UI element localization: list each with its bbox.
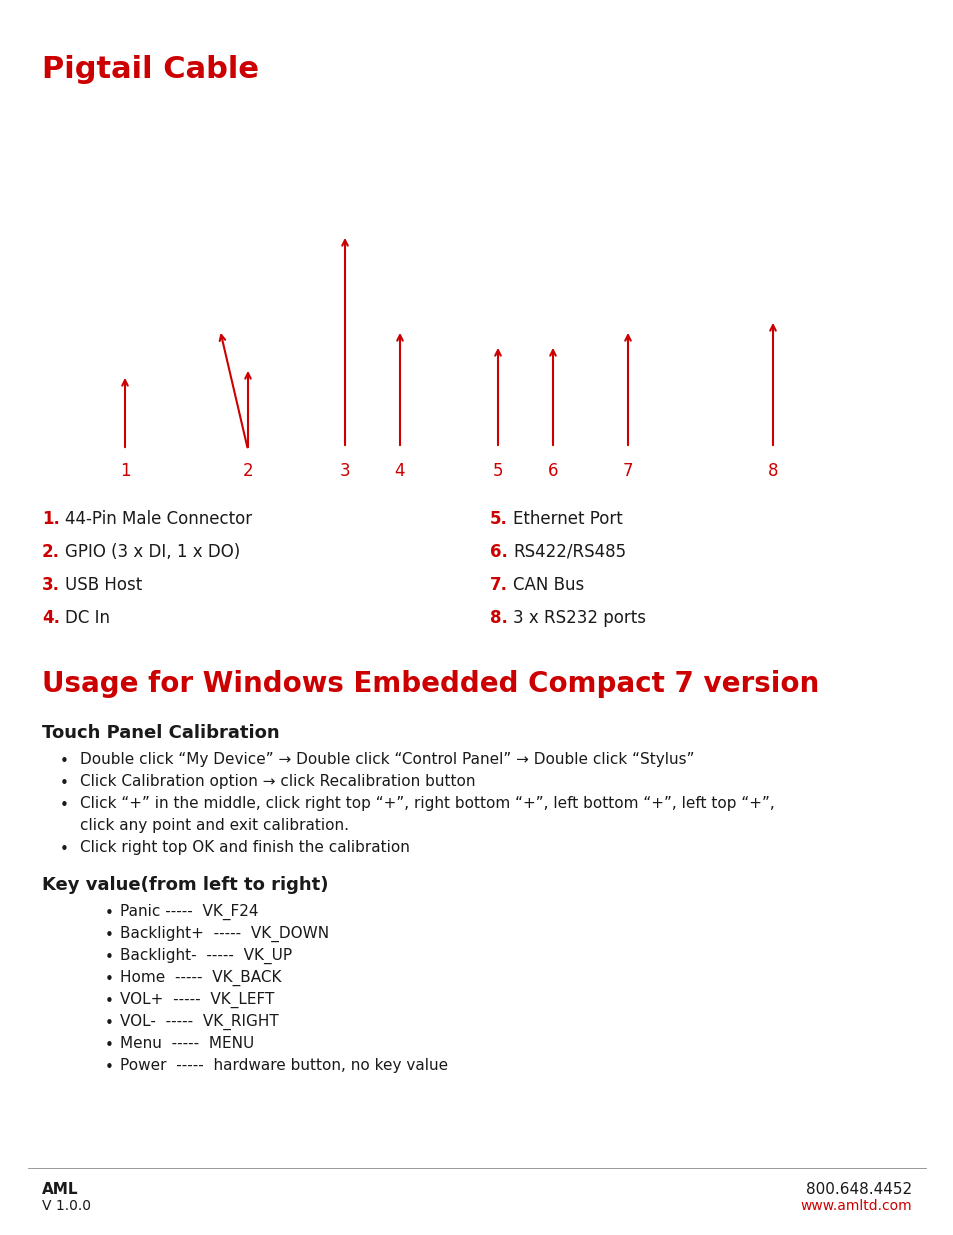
Text: 8.: 8. [490, 609, 507, 627]
Text: Click “+” in the middle, click right top “+”, right bottom “+”, left bottom “+”,: Click “+” in the middle, click right top… [80, 797, 774, 811]
Text: Menu  -----  MENU: Menu ----- MENU [120, 1036, 254, 1051]
Text: Usage for Windows Embedded Compact 7 version: Usage for Windows Embedded Compact 7 ver… [42, 671, 819, 698]
Text: VOL-  -----  VK_RIGHT: VOL- ----- VK_RIGHT [120, 1014, 278, 1030]
Text: •: • [105, 950, 113, 965]
Text: 1.: 1. [42, 510, 60, 529]
Text: •: • [105, 994, 113, 1009]
Text: Click right top OK and finish the calibration: Click right top OK and finish the calibr… [80, 840, 410, 855]
Text: www.amltd.com: www.amltd.com [800, 1199, 911, 1213]
Text: •: • [60, 776, 69, 790]
Text: DC In: DC In [65, 609, 110, 627]
Text: 8: 8 [767, 462, 778, 480]
Text: 3 x RS232 ports: 3 x RS232 ports [513, 609, 645, 627]
Text: 5: 5 [493, 462, 503, 480]
Text: 3: 3 [339, 462, 350, 480]
Text: Touch Panel Calibration: Touch Panel Calibration [42, 724, 279, 742]
FancyBboxPatch shape [30, 90, 923, 459]
Text: RS422/RS485: RS422/RS485 [513, 543, 625, 561]
Text: •: • [105, 906, 113, 921]
Text: 6: 6 [547, 462, 558, 480]
Text: Ethernet Port: Ethernet Port [513, 510, 622, 529]
Text: Click Calibration option → click Recalibration button: Click Calibration option → click Recalib… [80, 774, 475, 789]
Text: 6.: 6. [490, 543, 507, 561]
Text: Pigtail Cable: Pigtail Cable [42, 56, 258, 84]
Text: 3.: 3. [42, 576, 60, 594]
Text: GPIO (3 x DI, 1 x DO): GPIO (3 x DI, 1 x DO) [65, 543, 240, 561]
Text: AML: AML [42, 1182, 78, 1197]
Text: •: • [60, 798, 69, 813]
Text: •: • [105, 927, 113, 944]
Text: 4.: 4. [42, 609, 60, 627]
Text: •: • [60, 842, 69, 857]
Text: Double click “My Device” → Double click “Control Panel” → Double click “Stylus”: Double click “My Device” → Double click … [80, 752, 694, 767]
Text: Backlight+  -----  VK_DOWN: Backlight+ ----- VK_DOWN [120, 926, 329, 942]
Text: USB Host: USB Host [65, 576, 142, 594]
Text: Panic -----  VK_F24: Panic ----- VK_F24 [120, 904, 258, 920]
Text: click any point and exit calibration.: click any point and exit calibration. [80, 818, 349, 832]
Text: 44-Pin Male Connector: 44-Pin Male Connector [65, 510, 252, 529]
Text: 2: 2 [242, 462, 253, 480]
Text: Backlight-  -----  VK_UP: Backlight- ----- VK_UP [120, 948, 292, 965]
Text: 2.: 2. [42, 543, 60, 561]
Text: •: • [105, 1060, 113, 1074]
Text: 7.: 7. [490, 576, 507, 594]
Text: Home  -----  VK_BACK: Home ----- VK_BACK [120, 969, 281, 987]
Text: V 1.0.0: V 1.0.0 [42, 1199, 91, 1213]
Text: 4: 4 [395, 462, 405, 480]
Text: 5.: 5. [490, 510, 507, 529]
Text: •: • [105, 972, 113, 987]
Text: 800.648.4452: 800.648.4452 [805, 1182, 911, 1197]
Text: VOL+  -----  VK_LEFT: VOL+ ----- VK_LEFT [120, 992, 274, 1008]
Text: •: • [105, 1016, 113, 1031]
Text: •: • [60, 755, 69, 769]
Text: 7: 7 [622, 462, 633, 480]
Text: CAN Bus: CAN Bus [513, 576, 583, 594]
Text: •: • [105, 1037, 113, 1053]
Text: Power  -----  hardware button, no key value: Power ----- hardware button, no key valu… [120, 1058, 448, 1073]
Text: 1: 1 [119, 462, 131, 480]
Text: Key value(from left to right): Key value(from left to right) [42, 876, 328, 894]
